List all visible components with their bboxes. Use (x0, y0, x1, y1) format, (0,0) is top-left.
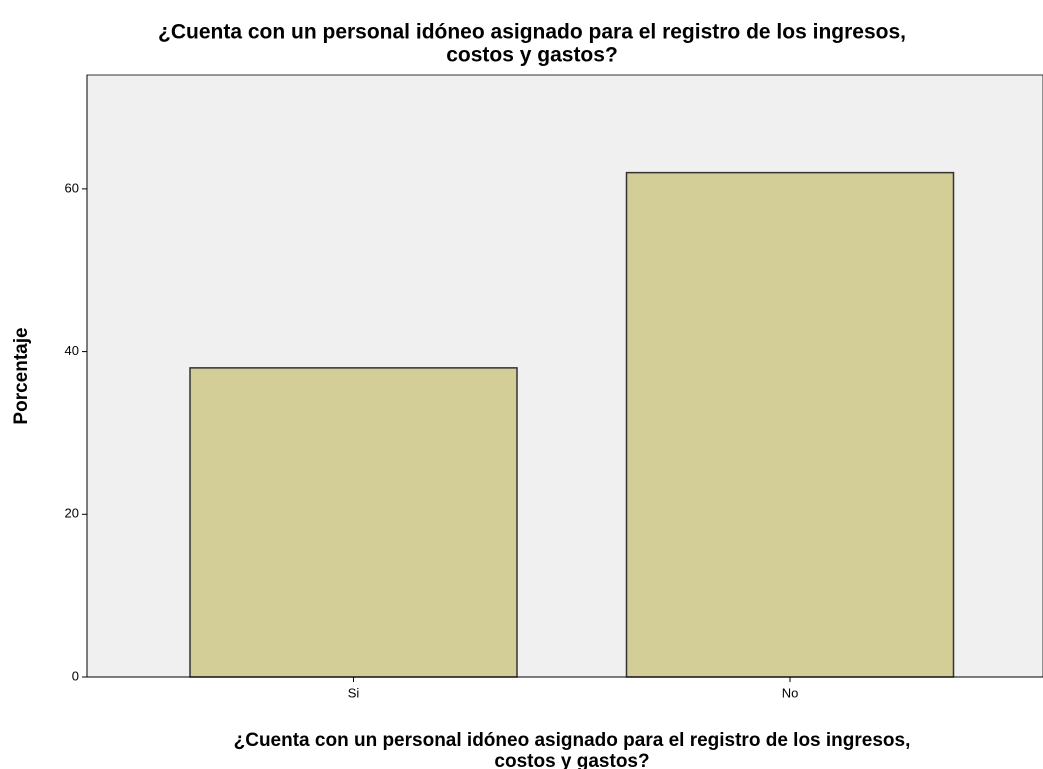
y-tick-label: 60 (65, 180, 79, 195)
x-tick-label: No (782, 685, 799, 700)
x-axis-label: ¿Cuenta con un personal idóneo asignado … (234, 730, 911, 751)
y-tick-label: 20 (65, 506, 79, 521)
x-axis-label: costos y gastos? (494, 751, 649, 769)
bar (625, 171, 955, 678)
bar (189, 367, 518, 678)
y-tick-label: 40 (65, 343, 79, 358)
chart-title: costos y gastos? (446, 44, 618, 67)
chart-title: ¿Cuenta con un personal idóneo asignado … (158, 21, 906, 44)
y-tick-label: 0 (72, 668, 79, 683)
y-axis-label: Porcentaje (11, 327, 32, 424)
x-tick-label: Si (348, 685, 360, 700)
